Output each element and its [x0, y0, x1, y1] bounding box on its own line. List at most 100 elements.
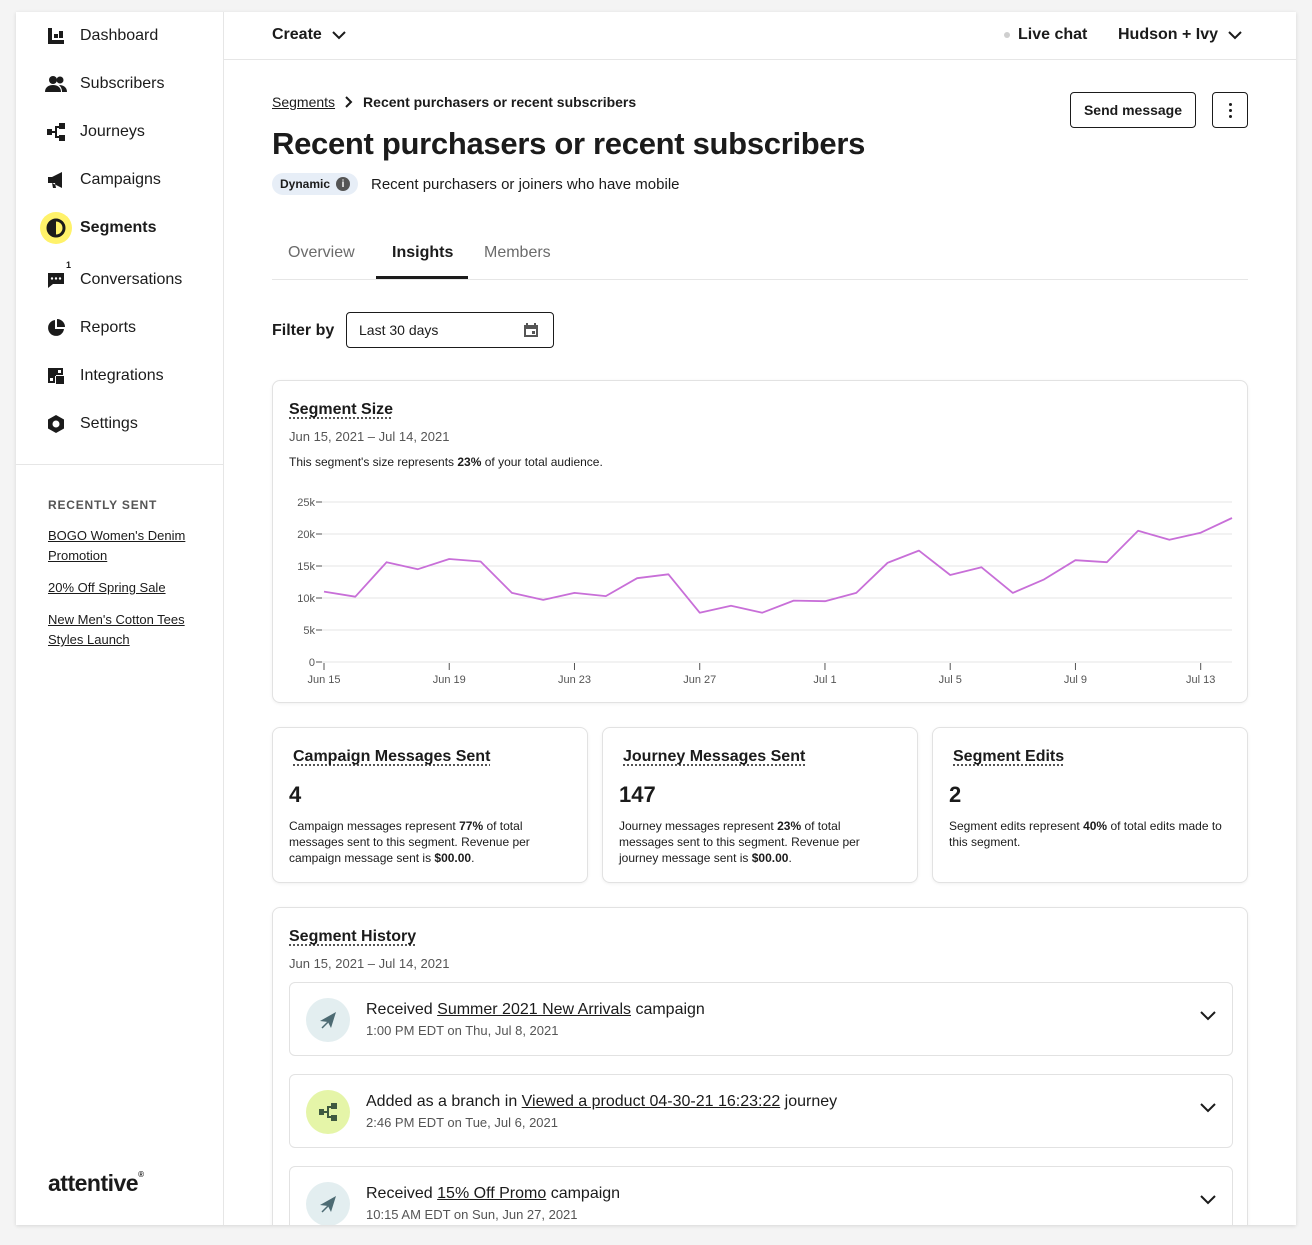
stat-value: 147	[619, 782, 656, 807]
stat-title[interactable]: Segment Edits	[953, 748, 1065, 765]
stat-revenue: $00.00	[434, 851, 472, 865]
segment-edits-card: Segment Edits 2 Segment edits represent …	[932, 727, 1248, 883]
history-campaign-link[interactable]: 15% Off Promo	[437, 1185, 547, 1202]
sidebar-item-label: Segments	[80, 219, 157, 236]
sidebar-item-campaigns[interactable]: Campaigns	[16, 158, 223, 202]
filter-label: Filter by	[272, 322, 335, 339]
recent-campaign-link[interactable]: 20% Off Spring Sale	[48, 580, 166, 595]
history-text: journey	[780, 1093, 838, 1110]
campaign-messages-card: Campaign Messages Sent 4 Campaign messag…	[272, 727, 588, 883]
sidebar-item-label: Campaigns	[80, 171, 161, 188]
brand-logo: attentive®	[48, 1170, 144, 1197]
sidebar-item-dashboard[interactable]: Dashboard	[16, 14, 223, 58]
brand-logo-text: attentive	[48, 1170, 139, 1196]
send-message-button[interactable]: Send message	[1070, 92, 1196, 128]
notification-badge: 1	[66, 260, 72, 270]
history-description: Added as a branch in Viewed a product 04…	[366, 1093, 837, 1111]
recent-campaign-link[interactable]: BOGO Women's Denim Promotion	[48, 528, 186, 563]
stat-text: of total messages sent to this segment. …	[619, 819, 860, 865]
date-range-value: Last 30 days	[359, 322, 439, 338]
recent-campaign-link[interactable]: New Men's Cotton Tees Styles Launch	[48, 612, 185, 647]
date-range-select[interactable]: Last 30 days	[346, 312, 554, 348]
sidebar-item-label: Subscribers	[80, 75, 165, 92]
sidebar-item-settings[interactable]: Settings	[16, 402, 223, 446]
note-percent: 23%	[457, 455, 482, 469]
segment-size-title[interactable]: Segment Size	[289, 401, 394, 418]
sidebar-item-reports[interactable]: Reports	[16, 306, 223, 350]
stat-description: Journey messages represent 23% of total …	[619, 818, 889, 866]
y-tick-label: 10k	[297, 593, 315, 605]
sidebar-item-integrations[interactable]: Integrations	[16, 354, 223, 398]
stat-title[interactable]: Campaign Messages Sent	[293, 748, 491, 765]
sidebar-item-subscribers[interactable]: Subscribers	[16, 62, 223, 106]
pie-chart-icon	[42, 314, 70, 342]
segments-icon	[40, 212, 72, 244]
create-menu-button[interactable]: Create	[272, 26, 346, 44]
tab-bar: Overview Insights Members	[272, 230, 1248, 280]
registered-mark: ®	[138, 1170, 144, 1179]
x-tick-label: Jun 15	[307, 674, 340, 686]
top-bar: Create Live chat Hudson + Ivy	[224, 12, 1296, 60]
breadcrumb-segments-link[interactable]: Segments	[272, 94, 336, 110]
subscribers-icon	[42, 70, 70, 98]
megaphone-icon	[42, 166, 70, 194]
segment-history-title[interactable]: Segment History	[289, 928, 417, 945]
more-dot-icon	[1228, 102, 1232, 106]
stat-text: Journey messages represent	[619, 819, 778, 833]
history-campaign-link[interactable]: Summer 2021 New Arrivals	[437, 1001, 631, 1018]
history-description: Received Summer 2021 New Arrivals campai…	[366, 1001, 705, 1019]
sidebar-item-conversations[interactable]: 1 Conversations	[16, 258, 223, 302]
history-journey-link[interactable]: Viewed a product 04-30-21 16:23:22	[521, 1093, 781, 1110]
chat-icon	[42, 266, 70, 294]
history-text: Received	[366, 1185, 438, 1202]
chevron-down-icon[interactable]	[1200, 1195, 1216, 1205]
live-chat-button[interactable]: Live chat	[1004, 26, 1087, 44]
info-icon[interactable]: i	[336, 177, 351, 191]
segment-size-series-line	[323, 517, 1233, 614]
status-dot-icon	[1004, 32, 1010, 38]
sidebar-item-label: Reports	[80, 319, 137, 336]
segment-history-card: Segment History Jun 15, 2021 – Jul 14, 2…	[272, 907, 1248, 1225]
calendar-icon	[524, 323, 538, 337]
tab-members[interactable]: Members	[484, 244, 551, 261]
sidebar-divider	[16, 464, 223, 465]
create-label: Create	[272, 26, 322, 43]
sidebar-item-journeys[interactable]: Journeys	[16, 110, 223, 154]
active-tab-indicator	[376, 276, 468, 279]
stat-value: 2	[949, 782, 962, 807]
x-tick-label: Jul 13	[1186, 674, 1215, 686]
stat-text: .	[471, 851, 475, 865]
history-timestamp: 1:00 PM EDT on Thu, Jul 8, 2021	[366, 1023, 559, 1038]
x-tick-label: Jun 19	[433, 674, 466, 686]
history-item[interactable]: Added as a branch in Viewed a product 04…	[289, 1074, 1233, 1148]
journey-branch-icon	[306, 1090, 350, 1134]
journeys-icon	[42, 118, 70, 146]
history-timestamp: 10:15 AM EDT on Sun, Jun 27, 2021	[366, 1207, 578, 1222]
history-text: Received	[366, 1001, 438, 1018]
page-title: Recent purchasers or recent subscribers	[272, 126, 866, 161]
sidebar-item-label: Dashboard	[80, 27, 159, 44]
chevron-down-icon[interactable]	[1200, 1011, 1216, 1021]
segment-description: Recent purchasers or joiners who have mo…	[371, 176, 680, 193]
stat-percent: 40%	[1083, 819, 1108, 833]
sidebar-item-segments[interactable]: Segments	[16, 206, 223, 250]
chevron-down-icon[interactable]	[1200, 1103, 1216, 1113]
dashboard-icon	[42, 22, 70, 50]
x-tick-label: Jul 5	[939, 674, 962, 686]
sidebar-item-label: Journeys	[80, 123, 145, 140]
more-options-button[interactable]	[1212, 92, 1248, 128]
history-description: Received 15% Off Promo campaign	[366, 1185, 620, 1203]
history-text: Added as a branch in	[366, 1093, 522, 1110]
settings-icon	[42, 410, 70, 438]
history-text: campaign	[631, 1001, 705, 1018]
account-name: Hudson + Ivy	[1118, 26, 1219, 43]
tab-insights[interactable]: Insights	[392, 244, 454, 261]
x-tick-label: Jul 1	[813, 674, 836, 686]
history-item[interactable]: Received 15% Off Promo campaign 10:15 AM…	[289, 1166, 1233, 1225]
tab-overview[interactable]: Overview	[288, 244, 355, 261]
history-item[interactable]: Received Summer 2021 New Arrivals campai…	[289, 982, 1233, 1056]
stat-title[interactable]: Journey Messages Sent	[623, 748, 806, 765]
account-menu-button[interactable]: Hudson + Ivy	[1118, 26, 1242, 44]
note-text: of your total audience.	[481, 455, 603, 469]
more-dot-icon	[1228, 108, 1232, 112]
